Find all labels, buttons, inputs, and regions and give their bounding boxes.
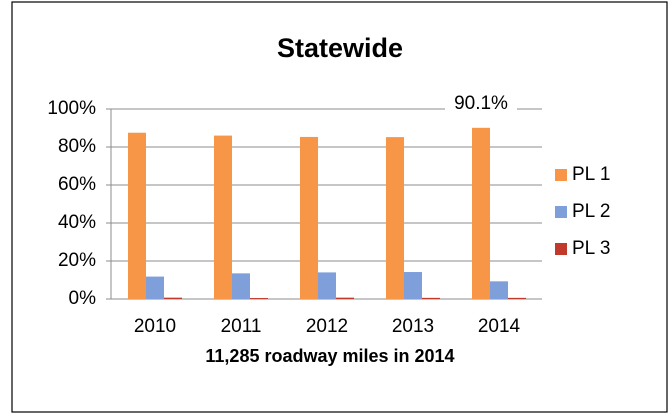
bar	[300, 136, 318, 299]
bar	[490, 281, 508, 299]
legend-label: PL 2	[572, 201, 610, 222]
bar	[422, 297, 440, 299]
bar	[472, 127, 490, 299]
legend-label: PL 3	[572, 238, 610, 259]
legend-swatch	[555, 243, 567, 255]
y-tick-label: 100%	[47, 98, 96, 119]
y-tick-label: 0%	[69, 288, 97, 309]
bar	[146, 276, 164, 299]
x-tick-label: 2012	[306, 316, 348, 337]
bar	[164, 297, 182, 299]
bar	[386, 137, 404, 299]
y-tick-label: 40%	[58, 212, 96, 233]
label-background	[445, 91, 517, 116]
y-tick-label: 20%	[58, 250, 96, 271]
data-label: 90.1%	[454, 93, 508, 114]
x-tick-label: 2014	[478, 316, 521, 337]
x-tick-label: 2010	[134, 316, 176, 337]
bar	[404, 272, 422, 299]
bar	[128, 132, 146, 299]
bar	[214, 135, 232, 299]
bar	[508, 297, 526, 299]
y-tick-label: 60%	[58, 174, 96, 195]
bar	[318, 272, 336, 299]
bar	[232, 273, 250, 299]
x-tick-label: 2011	[221, 316, 262, 337]
chart-title: Statewide	[277, 33, 403, 63]
legend-label: PL 1	[572, 164, 610, 185]
x-tick-label: 2013	[392, 316, 434, 337]
x-axis-title: 11,285 roadway miles in 2014	[205, 346, 454, 366]
y-tick-label: 80%	[58, 136, 96, 157]
bar	[336, 297, 354, 299]
legend-swatch	[555, 206, 567, 218]
bar	[250, 298, 268, 299]
legend-swatch	[555, 169, 567, 181]
